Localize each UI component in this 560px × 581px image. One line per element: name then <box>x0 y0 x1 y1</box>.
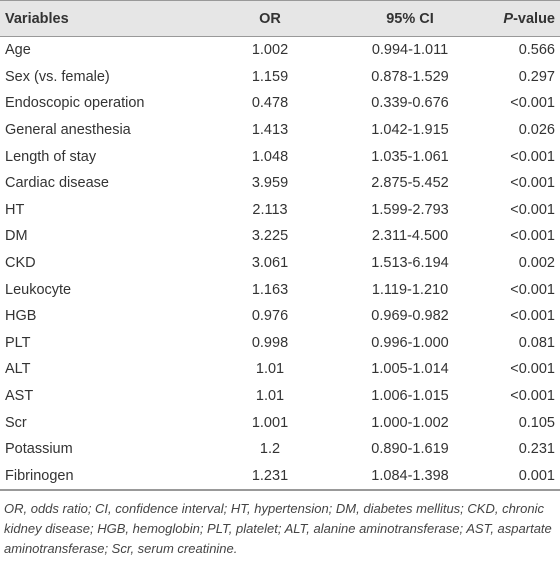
table-cell: Leukocyte <box>5 281 72 298</box>
table-row: CKD 3.061 1.513-6.194 0.002 <box>0 250 560 277</box>
table-cell: ALT <box>5 361 31 378</box>
table-cell: 0.081 <box>518 334 555 351</box>
table-cell: <0.001 <box>510 388 555 405</box>
table-cell: CKD <box>5 255 36 272</box>
header-cell: OR <box>210 0 330 37</box>
table-cell: <0.001 <box>510 361 555 378</box>
table-cell: Length of stay <box>5 148 97 165</box>
table-cell: <0.001 <box>510 228 555 245</box>
table-cell: 1.01 <box>255 361 285 378</box>
table-row: DM 3.225 2.311-4.500 <0.001 <box>0 223 560 250</box>
footnote: OR, odds ratio; CI, confidence interval;… <box>4 501 552 557</box>
table-row: Potassium 1.2 0.890-1.619 0.231 <box>0 436 560 463</box>
table-cell: Potassium <box>5 441 73 458</box>
table-row: ALT 1.01 1.005-1.014 <0.001 <box>0 356 560 383</box>
table-cell: 1.413 <box>251 122 289 139</box>
table-cell: <0.001 <box>510 95 555 112</box>
table-cell: 1.005-1.014 <box>371 361 449 378</box>
table-cell: Scr <box>5 414 27 431</box>
table-cell: 1.006-1.015 <box>371 388 449 405</box>
table-cell: PLT <box>5 334 31 351</box>
table-cell: 1.084-1.398 <box>330 462 490 492</box>
table-cell: 0.878-1.529 <box>371 68 449 85</box>
table-cell: 1.035-1.061 <box>371 148 449 165</box>
table-cell: 1.231 <box>210 462 330 492</box>
table-cell: AST <box>5 388 34 405</box>
table-row: Age 1.002 0.994-1.011 0.566 <box>0 37 560 64</box>
table-row: Sex (vs. female) 1.159 0.878-1.529 0.297 <box>0 64 560 91</box>
table-cell: 1.119-1.210 <box>371 281 449 298</box>
data-table: Variables OR 95% CI P-value Age 1.002 0.994-1… <box>0 0 560 492</box>
table-cell: HT <box>5 201 25 218</box>
table-cell: 1.513-6.194 <box>371 255 449 272</box>
table-cell: 1.159 <box>251 68 289 85</box>
table-row: PLT 0.998 0.996-1.000 0.081 <box>0 330 560 357</box>
table-cell: 1.01 <box>255 388 285 405</box>
table-cell: General anesthesia <box>5 122 131 139</box>
table-cell: 1.163 <box>251 281 289 298</box>
table-body: Age 1.002 0.994-1.011 0.566 Sex (vs. female)… <box>0 37 560 492</box>
table-row: Fibrinogen 1.231 1.084-1.398 0.001 <box>0 462 560 492</box>
table-cell: 0.996-1.000 <box>371 334 449 351</box>
table-cell: HGB <box>5 308 37 325</box>
table-cell: 2.113 <box>252 201 288 218</box>
table-row: General anesthesia 1.413 1.042-1.915 0.026 <box>0 117 560 144</box>
table-cell: 1.048 <box>251 148 289 165</box>
header-cell: Variables <box>0 0 210 37</box>
table-cell: 1.2 <box>259 441 281 458</box>
table-cell: 1.001 <box>251 414 289 431</box>
table-cell: 1.000-1.002 <box>371 414 449 431</box>
table-cell: Cardiac disease <box>5 175 109 192</box>
table-cell: 2.875-5.452 <box>371 175 449 192</box>
table-cell: 0.969-0.982 <box>371 308 449 325</box>
table-cell: 0.339-0.676 <box>371 95 449 112</box>
table-cell: 3.959 <box>251 175 289 192</box>
table-cell: 0.478 <box>251 95 289 112</box>
table-cell: 0.890-1.619 <box>371 441 449 458</box>
table-row: AST 1.01 1.006-1.015 <0.001 <box>0 383 560 410</box>
table-cell: 3.225 <box>251 228 289 245</box>
table-cell: 1.042-1.915 <box>371 122 449 139</box>
table-cell: 1.599-2.793 <box>371 201 449 218</box>
table-cell: Age <box>5 42 31 59</box>
table-cell: <0.001 <box>510 148 555 165</box>
table-cell: Endoscopic operation <box>5 95 145 112</box>
table-cell: 2.311-4.500 <box>371 228 449 245</box>
table-cell: 1.002 <box>251 42 289 59</box>
header-cell: P-value <box>490 0 560 37</box>
table-cell: Fibrinogen <box>0 462 210 492</box>
table-cell: <0.001 <box>510 175 555 192</box>
table-cell: Sex (vs. female) <box>5 68 110 85</box>
table-row: Scr 1.001 1.000-1.002 0.105 <box>0 409 560 436</box>
header-row: Variables OR 95% CI P-value <box>0 0 560 37</box>
table-row: HT 2.113 1.599-2.793 <0.001 <box>0 197 560 224</box>
table-cell: <0.001 <box>510 201 555 218</box>
table-cell: 0.297 <box>518 68 555 85</box>
header-cell: 95% CI <box>330 0 490 37</box>
table-cell: 0.976 <box>251 308 289 325</box>
table-cell: 0.002 <box>518 255 555 272</box>
table-cell: 0.998 <box>251 334 289 351</box>
table-cell: <0.001 <box>510 308 555 325</box>
table-cell: 0.994-1.011 <box>371 42 449 59</box>
table-cell: DM <box>5 228 28 245</box>
table-row: Leukocyte 1.163 1.119-1.210 <0.001 <box>0 276 560 303</box>
table-cell: 0.001 <box>490 462 560 492</box>
table-row: HGB 0.976 0.969-0.982 <0.001 <box>0 303 560 330</box>
table-cell: <0.001 <box>510 281 555 298</box>
table-row: Length of stay 1.048 1.035-1.061 <0.001 <box>0 143 560 170</box>
table-cell: 0.231 <box>518 441 555 458</box>
table-cell: 3.061 <box>251 255 289 272</box>
table-cell: 0.026 <box>518 122 555 139</box>
table-row: Cardiac disease 3.959 2.875-5.452 <0.001 <box>0 170 560 197</box>
table-cell: 0.105 <box>518 414 555 431</box>
table-cell: 0.566 <box>518 42 555 59</box>
table-row: Endoscopic operation 0.478 0.339-0.676 <0.0… <box>0 90 560 117</box>
